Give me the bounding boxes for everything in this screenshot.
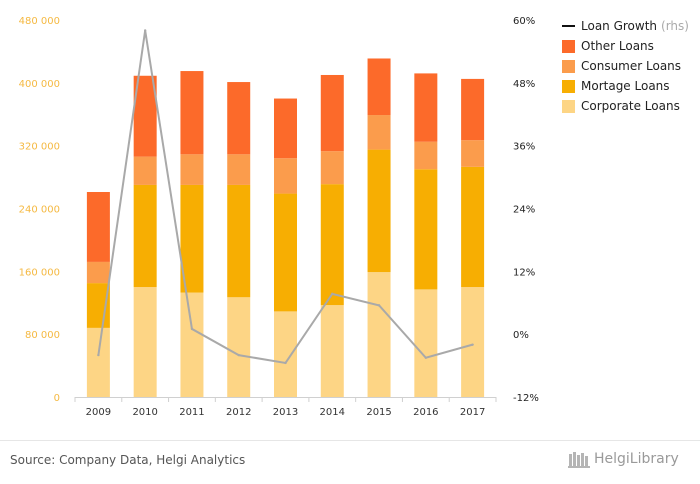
y-left-tick-label: 320 000 — [19, 142, 60, 153]
loan-growth-point — [284, 361, 287, 365]
bar-segment-mortage-loans — [274, 193, 297, 312]
y-left-tick-label: 160 000 — [19, 267, 60, 278]
bar-segment-mortage-loans — [414, 169, 438, 290]
legend-item-mortage-loans: Mortage Loans — [562, 76, 689, 96]
legend-item-other-loans: Other Loans — [562, 36, 689, 56]
bar-segment-corporate-loans — [414, 289, 438, 397]
bar-segment-other-loans — [86, 192, 110, 262]
y-left-tick-label: 480 000 — [19, 16, 60, 27]
legend-swatch-line — [562, 25, 575, 27]
legend-swatch — [562, 39, 575, 53]
bar-segment-corporate-loans — [180, 292, 204, 397]
y-left-tick-label: 0 — [54, 393, 60, 404]
bar-segment-mortage-loans — [367, 149, 391, 273]
library-icon — [568, 452, 590, 468]
y-right-tick-label: 12% — [513, 267, 535, 278]
legend-label: Other Loans — [581, 39, 654, 53]
bar-segment-consumer-loans — [86, 261, 110, 284]
bar-segment-mortage-loans — [133, 184, 157, 288]
bar-segment-other-loans — [320, 74, 344, 152]
loan-growth-point — [377, 304, 381, 307]
bar-segment-consumer-loans — [227, 154, 251, 185]
chart-legend: Loan Growth (rhs) Other Loans Consumer L… — [562, 16, 689, 116]
x-tick-label: 2009 — [86, 407, 111, 418]
loan-growth-point — [190, 327, 194, 331]
bar-segment-consumer-loans — [180, 154, 204, 185]
bar-segment-corporate-loans — [133, 287, 157, 397]
loan-growth-point — [471, 343, 474, 346]
x-tick-label: 2017 — [460, 407, 485, 418]
loan-growth-point — [143, 29, 147, 32]
y-left-tick-label: 400 000 — [19, 79, 60, 90]
legend-label: Mortage Loans — [581, 79, 670, 93]
legend-item-consumer-loans: Consumer Loans — [562, 56, 689, 76]
bar-segment-consumer-loans — [320, 151, 344, 185]
legend-swatch — [562, 79, 575, 93]
bar-segment-corporate-loans — [367, 272, 391, 397]
y-left-tick-label: 240 000 — [19, 205, 60, 216]
loan-growth-point — [237, 353, 240, 357]
y-right-tick-label: -12% — [513, 393, 539, 404]
bar-segment-other-loans — [133, 75, 157, 157]
bar-segment-mortage-loans — [461, 166, 485, 288]
loan-growth-point — [424, 356, 428, 359]
legend-item-corporate-loans: Corporate Loans — [562, 96, 689, 116]
chart-footer: Source: Company Data, Helgi Analytics He… — [0, 440, 700, 484]
bar-segment-consumer-loans — [367, 115, 391, 150]
bar-segment-corporate-loans — [461, 287, 485, 397]
y-right-tick-label: 24% — [513, 205, 535, 216]
bar-segment-corporate-loans — [86, 327, 110, 397]
bar-segment-other-loans — [274, 98, 297, 159]
bar-segment-mortage-loans — [180, 184, 204, 293]
y-right-tick-label: 48% — [513, 79, 535, 90]
bar-segment-other-loans — [414, 73, 438, 142]
loan-growth-point — [97, 353, 100, 357]
bar-segment-other-loans — [227, 82, 251, 155]
y-left-tick-label: 80 000 — [25, 330, 60, 341]
bar-segment-other-loans — [180, 71, 204, 155]
bar-segment-other-loans — [367, 58, 391, 116]
bar-segment-consumer-loans — [461, 140, 485, 167]
y-right-tick-label: 0% — [513, 330, 529, 341]
legend-note: (rhs) — [661, 19, 689, 33]
x-tick-label: 2016 — [413, 407, 438, 418]
legend-item-loan-growth: Loan Growth (rhs) — [562, 16, 689, 36]
bar-segment-consumer-loans — [133, 156, 157, 185]
bar-segment-corporate-loans — [227, 297, 251, 397]
x-tick-label: 2014 — [320, 407, 345, 418]
bar-segment-mortage-loans — [320, 184, 344, 306]
bar-segment-mortage-loans — [227, 184, 251, 298]
legend-label: Corporate Loans — [581, 99, 680, 113]
legend-swatch — [562, 99, 575, 113]
helgi-library-logo[interactable]: HelgiLibrary — [568, 450, 679, 468]
x-tick-label: 2011 — [179, 407, 204, 418]
y-right-tick-label: 36% — [513, 142, 535, 153]
bar-segment-consumer-loans — [414, 141, 438, 170]
x-tick-label: 2013 — [273, 407, 298, 418]
loan-growth-point — [331, 292, 334, 296]
bar-segment-corporate-loans — [274, 311, 297, 397]
bar-segment-consumer-loans — [274, 158, 297, 194]
logo-text: HelgiLibrary — [594, 451, 679, 467]
legend-label: Consumer Loans — [581, 59, 682, 73]
legend-label: Loan Growth — [581, 19, 658, 33]
x-tick-label: 2015 — [366, 407, 391, 418]
y-right-tick-label: 60% — [513, 16, 535, 27]
bar-segment-corporate-loans — [320, 305, 344, 397]
legend-swatch — [562, 59, 575, 73]
loan-chart: 0 80 000 160 000 240 000 320 000 400 000 480 0… — [19, 16, 539, 418]
source-note: Source: Company Data, Helgi Analytics — [10, 453, 246, 467]
x-tick-label: 2012 — [226, 407, 251, 418]
bar-segment-other-loans — [461, 78, 485, 141]
x-tick-label: 2010 — [132, 407, 157, 418]
